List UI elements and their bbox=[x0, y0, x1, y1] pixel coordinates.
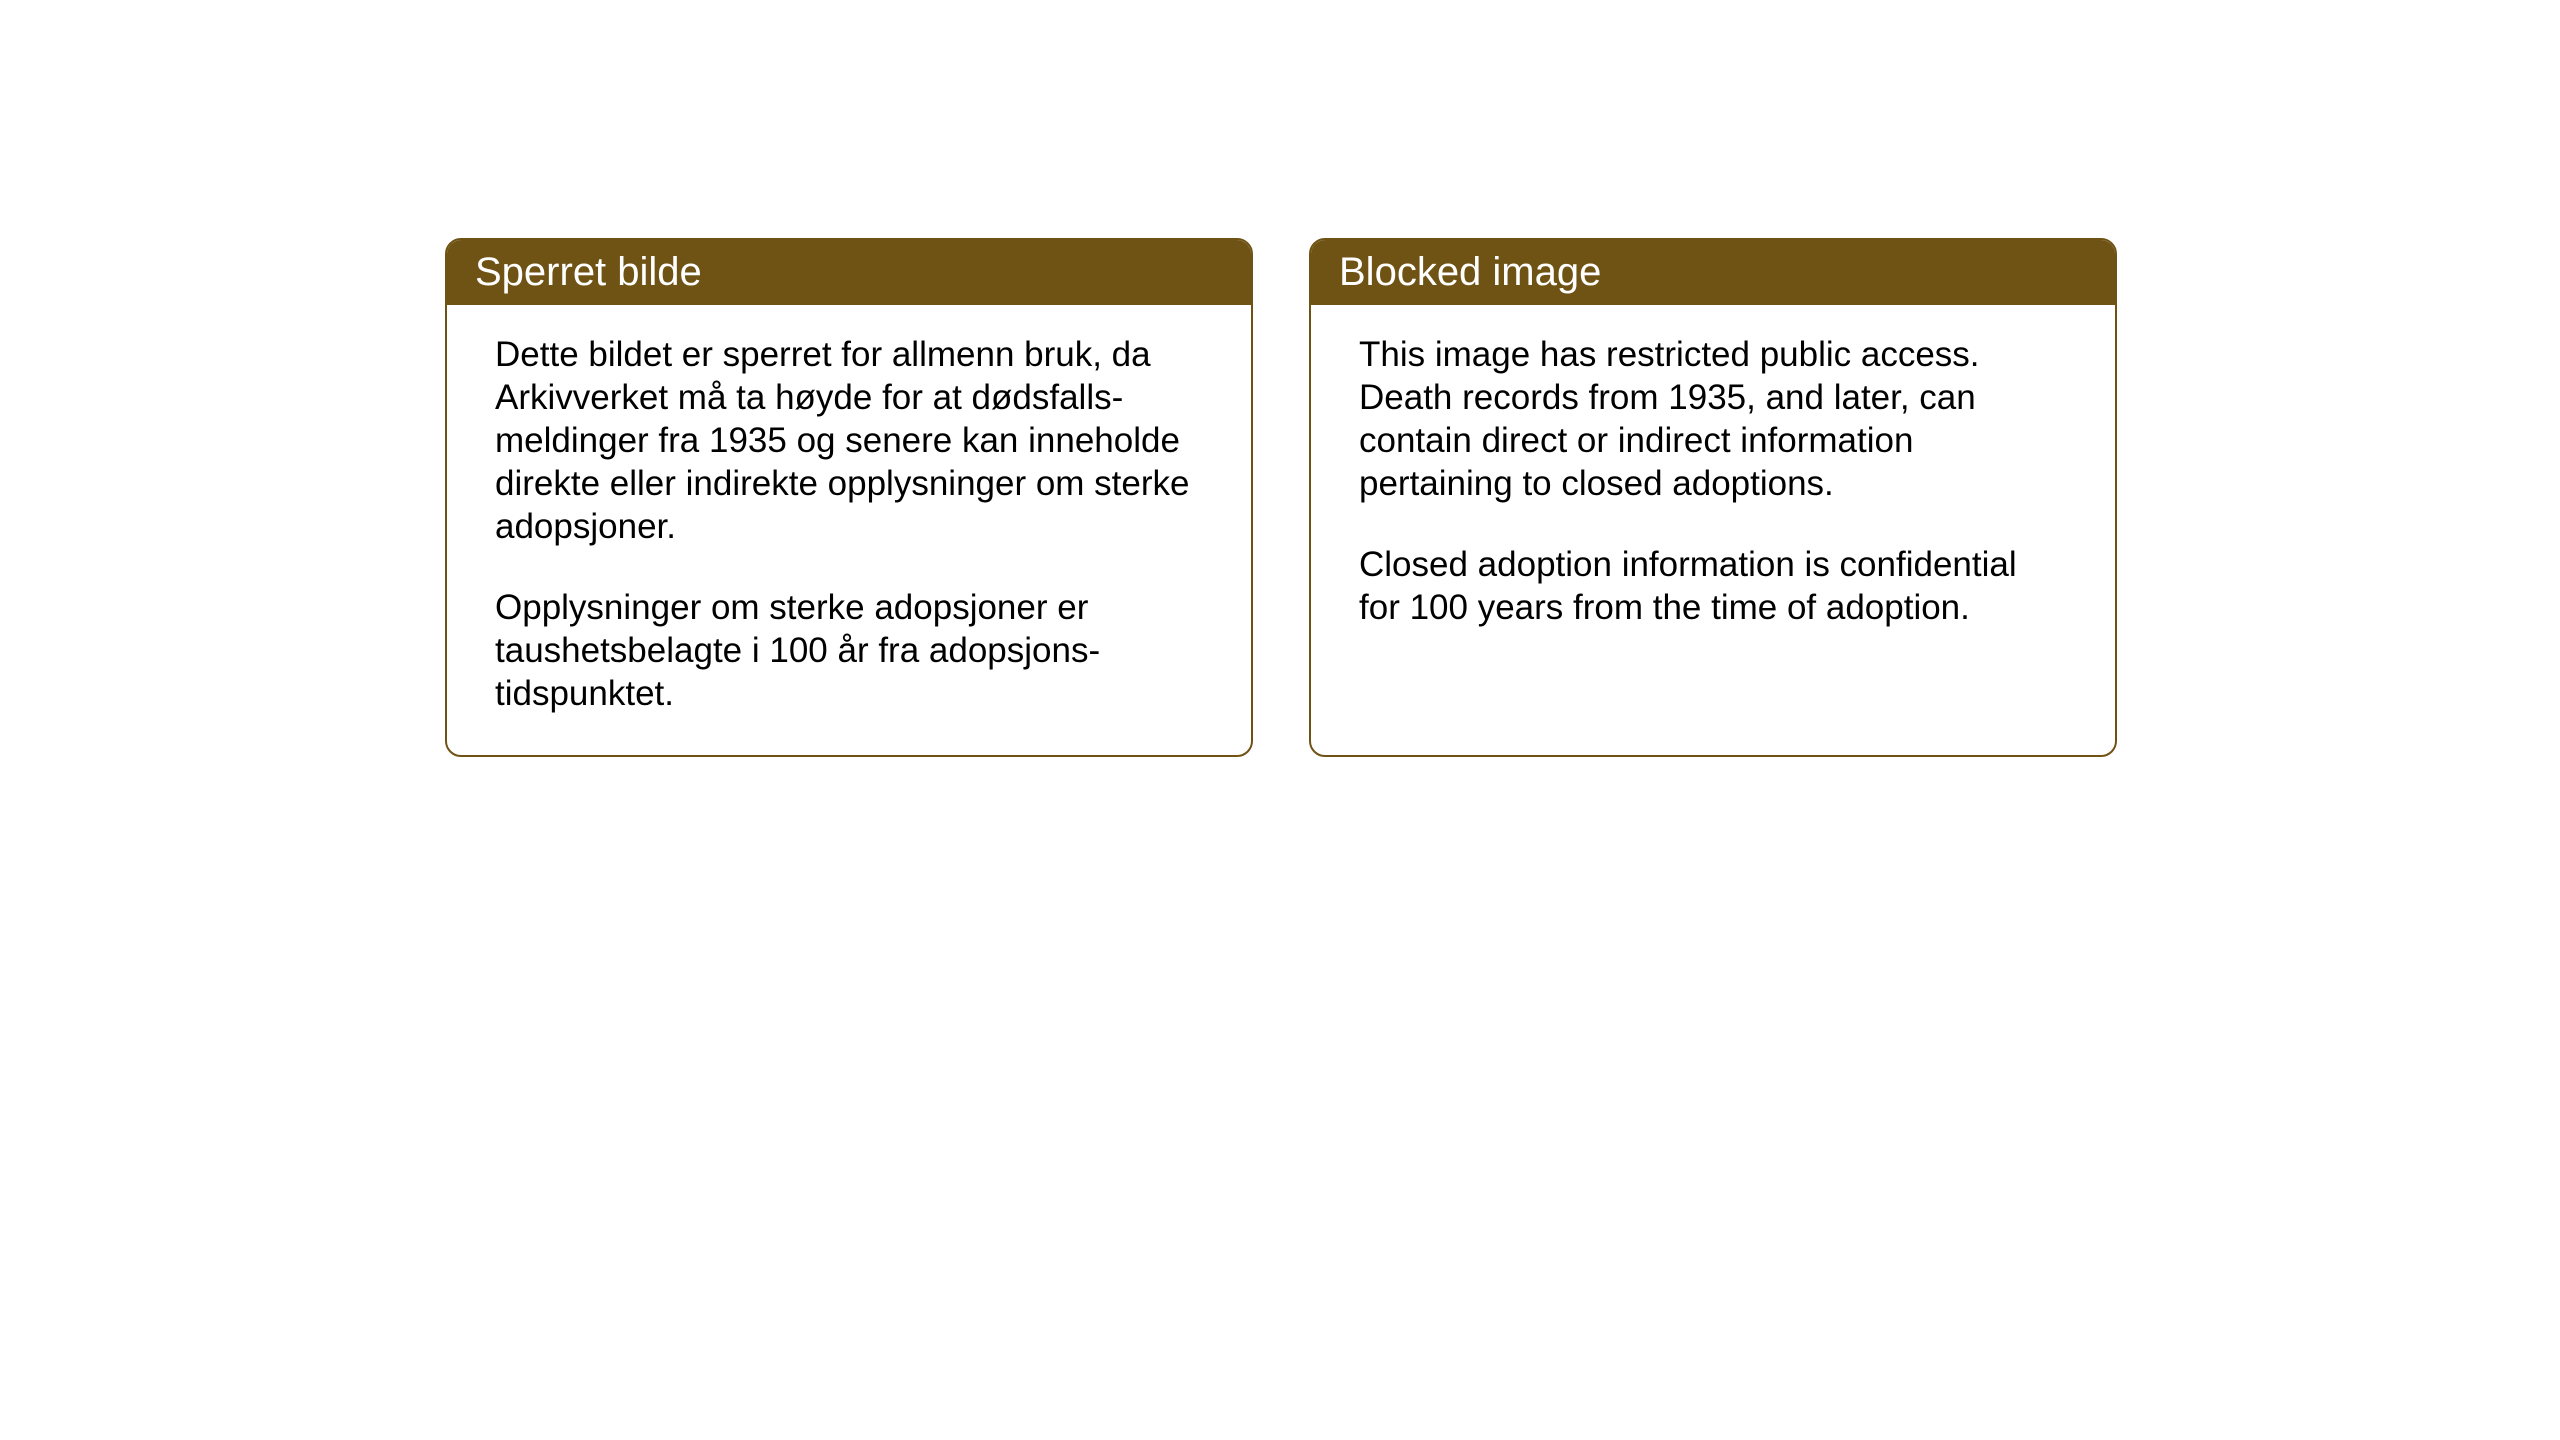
norwegian-paragraph-2: Opplysninger om sterke adopsjoner er tau… bbox=[495, 586, 1203, 715]
norwegian-paragraph-1: Dette bildet er sperret for allmenn bruk… bbox=[495, 333, 1203, 548]
english-message-card: Blocked image This image has restricted … bbox=[1309, 238, 2117, 757]
english-card-title: Blocked image bbox=[1311, 240, 2115, 305]
english-paragraph-2: Closed adoption information is confident… bbox=[1359, 543, 2067, 629]
norwegian-message-card: Sperret bilde Dette bildet er sperret fo… bbox=[445, 238, 1253, 757]
message-cards-container: Sperret bilde Dette bildet er sperret fo… bbox=[445, 238, 2117, 757]
norwegian-card-title: Sperret bilde bbox=[447, 240, 1251, 305]
norwegian-card-body: Dette bildet er sperret for allmenn bruk… bbox=[447, 305, 1251, 755]
english-paragraph-1: This image has restricted public access.… bbox=[1359, 333, 2067, 505]
english-card-body: This image has restricted public access.… bbox=[1311, 305, 2115, 709]
